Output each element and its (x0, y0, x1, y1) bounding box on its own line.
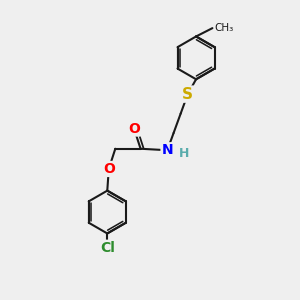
Text: H: H (178, 147, 189, 160)
Text: CH₃: CH₃ (215, 23, 234, 33)
Text: N: N (161, 143, 173, 157)
Text: Cl: Cl (100, 241, 115, 255)
Text: O: O (103, 162, 115, 176)
Text: S: S (182, 87, 193, 102)
Text: O: O (128, 122, 140, 136)
